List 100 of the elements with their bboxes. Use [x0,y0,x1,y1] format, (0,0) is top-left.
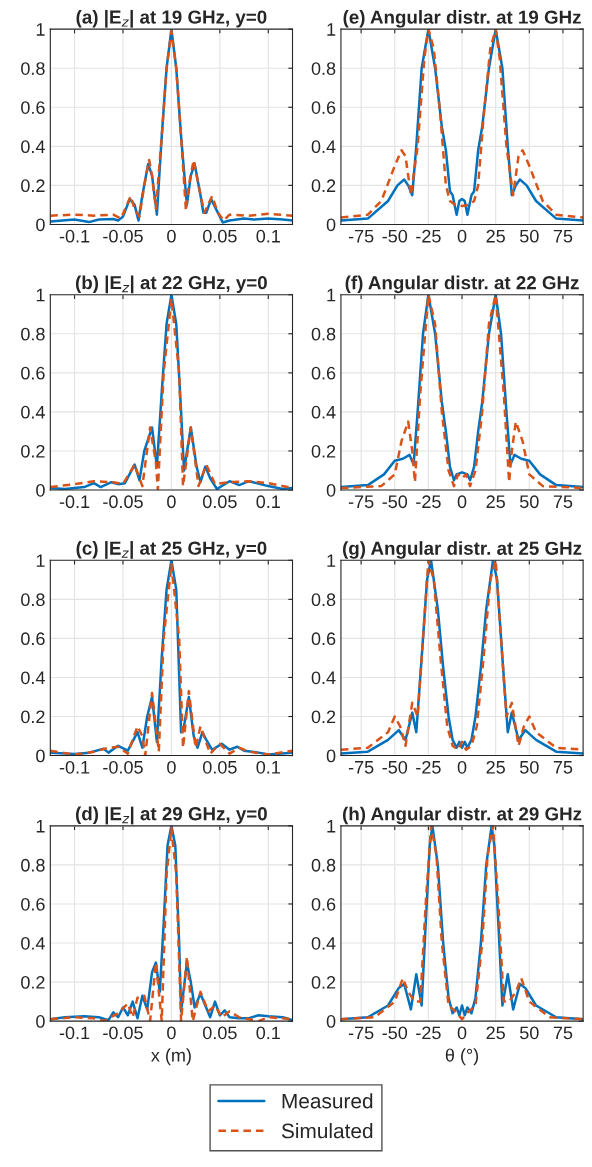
y-tick-label: 0.2 [311,976,336,989]
x-tick-label: -50 [382,495,408,509]
x-tick-label: -75 [348,229,374,243]
y-tick-label: 1 [36,23,45,36]
x-tick-label: 0 [457,229,467,243]
x-tick-label: 50 [519,495,539,509]
chart-title: (d) |E$_{z}$| at 29 GHz, y=0 [75,806,267,825]
x-tick-label: -25 [416,1026,441,1040]
y-tick-label: 0.4 [311,671,336,685]
y-tick-label: 1 [327,554,336,567]
x-tick-label: -0.05 [103,1026,143,1040]
y-tick-label: 0.2 [21,444,45,458]
x-tick-label: -50 [382,1026,408,1040]
y-tick-label: 0 [326,483,336,497]
y-tick-label: 0 [36,1015,45,1028]
y-tick-label: 1 [36,819,45,833]
x-tick-label: 0 [457,1026,467,1040]
y-tick-label: 1 [327,288,336,302]
x-axis-title: θ (°) [445,1048,479,1066]
x-tick-label: -0.05 [103,229,143,243]
y-tick-label: 0.6 [21,366,45,380]
y-tick-label: 0.2 [21,179,45,193]
x-tick-label: 0.1 [256,229,280,243]
chart-title: (e) Angular distr. at 19 GHz [343,10,581,28]
x-tick-label: 0.1 [256,760,280,774]
y-tick-label: 0 [326,218,336,232]
y-tick-label: 0.8 [311,327,336,341]
y-tick-label: 0.8 [21,593,45,607]
x-tick-label: -0.1 [59,760,90,774]
x-tick-label: 25 [486,760,505,774]
y-tick-label: 0.6 [311,897,336,911]
y-tick-label: 0.6 [21,897,45,911]
chart-title: (a) |E$_{z}$| at 19 GHz, y=0 [76,9,267,28]
x-tick-label: -25 [416,495,441,509]
chart-title: (f) Angular distr. at 22 GHz [345,275,579,294]
x-tick-label: -75 [348,761,374,774]
y-tick-label: 0.2 [21,976,45,989]
y-tick-label: 0 [36,218,45,232]
y-tick-label: 0.8 [21,62,45,75]
x-tick-label: -75 [348,1026,374,1040]
y-tick-label: 1 [327,819,336,833]
y-tick-label: 0 [36,749,45,763]
y-tick-label: 1 [36,554,45,567]
legend-label: Simulated [281,1122,373,1139]
x-tick-label: -25 [416,760,441,774]
chart-title: (h) Angular distr. at 29 GHz [342,806,582,825]
x-tick-label: -25 [416,229,441,243]
chart-title: (g) Angular distr. at 25 GHz [342,541,582,559]
y-tick-label: 0.8 [311,858,336,872]
y-tick-label: 0.8 [311,593,336,607]
legend-label: Measured [282,1093,373,1109]
y-tick-label: 0 [36,483,45,497]
x-tick-label: 0 [167,229,176,243]
y-tick-label: 0.4 [21,405,45,419]
y-tick-label: 0.6 [21,632,45,646]
x-tick-label: 50 [519,760,539,774]
y-tick-label: 0.4 [21,936,45,950]
x-tick-label: 75 [553,761,573,774]
y-tick-label: 1 [327,23,336,36]
y-tick-label: 0.8 [21,327,45,341]
x-tick-label: -50 [382,229,408,243]
x-tick-label: -75 [348,495,374,509]
x-tick-label: 0.05 [202,1026,237,1040]
x-tick-label: -50 [382,760,408,774]
x-tick-label: -0.05 [103,495,143,509]
x-tick-label: 75 [553,229,573,243]
y-tick-label: 0.6 [21,101,45,114]
x-tick-label: 50 [519,229,539,243]
y-tick-label: 0 [326,749,336,763]
x-tick-label: 0 [167,1026,176,1040]
x-tick-label: 0 [167,760,176,774]
y-tick-label: 0.2 [21,710,45,724]
x-tick-label: 0.1 [256,1026,280,1040]
chart-title: (c) |E$_{z}$| at 25 GHz, y=0 [76,541,267,559]
y-tick-label: 0.8 [311,62,336,75]
x-tick-label: 0.05 [202,229,237,243]
y-tick-label: 0.2 [311,179,336,193]
x-tick-label: 0 [457,495,467,509]
x-tick-label: 50 [519,1026,539,1040]
x-tick-label: 75 [553,495,573,509]
x-tick-label: 0.05 [202,760,237,774]
y-tick-label: 0.2 [311,444,336,458]
y-tick-label: 0.8 [21,858,45,872]
y-tick-label: 0.4 [21,140,45,154]
y-tick-label: 0.4 [311,405,336,419]
x-tick-label: -0.1 [59,1026,90,1040]
x-tick-label: -0.1 [59,229,90,243]
x-axis-title: x (m) [151,1048,191,1066]
x-tick-label: 75 [553,1026,573,1040]
x-tick-label: 25 [486,1026,505,1040]
x-tick-label: 0.1 [256,495,280,509]
chart-title: (b) |E$_{z}$| at 22 GHz, y=0 [75,275,267,294]
y-tick-label: 1 [36,288,45,302]
y-tick-label: 0 [326,1015,336,1028]
x-tick-label: 25 [486,495,505,509]
x-tick-label: 0 [457,760,467,774]
y-tick-label: 0.6 [311,366,336,380]
x-tick-label: -0.1 [59,495,90,509]
y-tick-label: 0.4 [311,140,336,154]
x-tick-label: 0 [167,495,176,509]
